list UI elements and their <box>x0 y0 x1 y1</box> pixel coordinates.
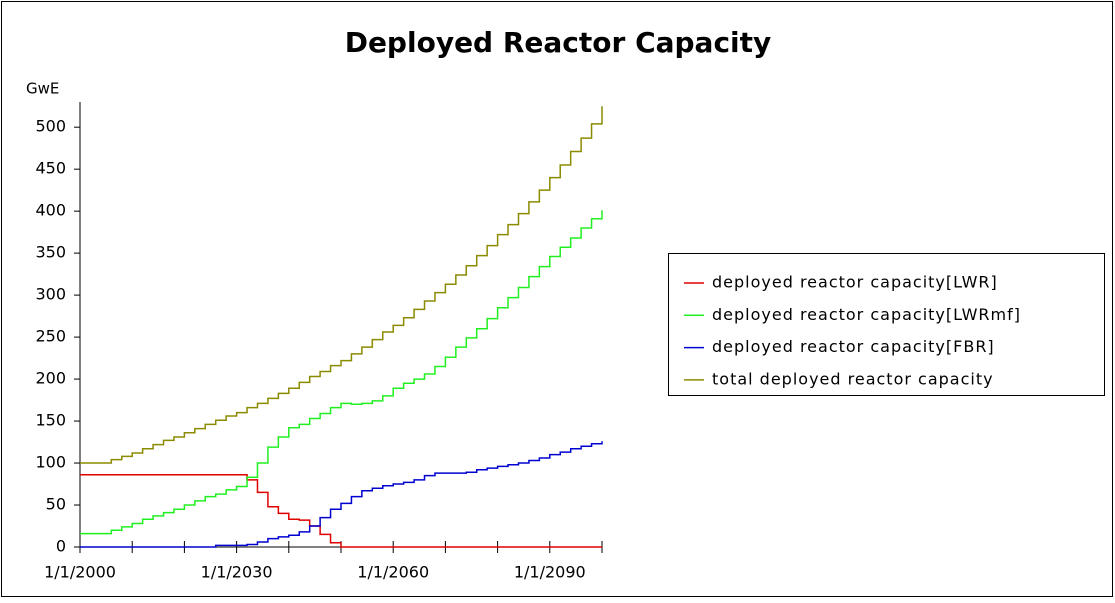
x-tick-label: 1/1/2030 <box>201 563 273 582</box>
y-tick-label: 500 <box>35 117 66 136</box>
y-tick-label: 50 <box>46 495 66 514</box>
y-axis-label: GwE <box>26 80 59 98</box>
y-tick-label: 250 <box>35 327 66 346</box>
legend-label: deployed reactor capacity[LWR] <box>712 273 998 292</box>
y-tick-label: 300 <box>35 285 66 304</box>
series-line <box>80 106 603 464</box>
y-tick-label: 400 <box>35 201 66 220</box>
y-tick-label: 350 <box>35 243 66 262</box>
series-line <box>80 210 603 535</box>
y-tick-label: 0 <box>56 537 66 556</box>
x-tick-label: 1/1/2090 <box>514 563 586 582</box>
legend <box>668 253 1105 396</box>
legend-label: deployed reactor capacity[LWRmf] <box>712 305 1021 324</box>
chart-title: Deployed Reactor Capacity <box>345 26 772 59</box>
y-tick-label: 100 <box>35 453 66 472</box>
series-line <box>80 441 603 548</box>
x-tick-label: 1/1/2000 <box>44 563 116 582</box>
legend-label: total deployed reactor capacity <box>712 369 994 388</box>
x-tick-label: 1/1/2060 <box>357 563 429 582</box>
y-tick-label: 200 <box>35 369 66 388</box>
y-tick-label: 150 <box>35 411 66 430</box>
y-tick-label: 450 <box>35 159 66 178</box>
legend-label: deployed reactor capacity[FBR] <box>712 337 995 356</box>
